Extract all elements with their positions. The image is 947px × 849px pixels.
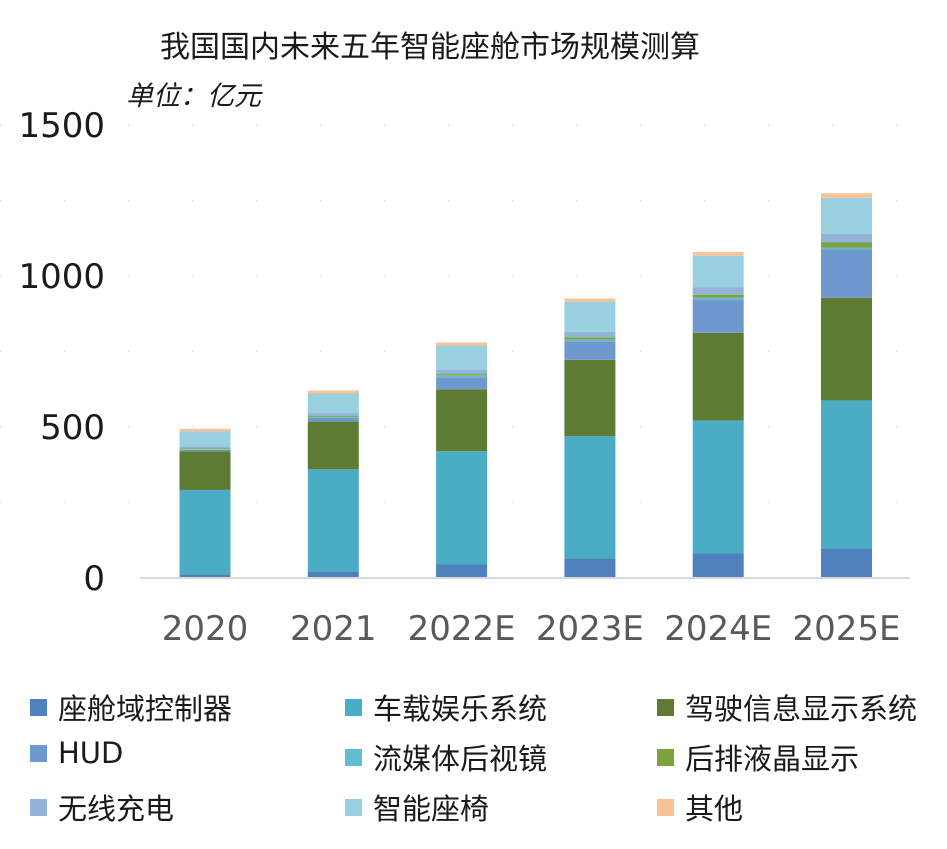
y-axis-ticks: 0 500 1000 1500 (18, 106, 105, 599)
legend-item: 驾驶信息显示系统 (657, 686, 917, 728)
bar-segment (307, 417, 359, 422)
stacked-bar-chart: 0 500 1000 1500 2020 2021 2022E 2023E 2024E 2025… (0, 106, 947, 649)
legend-swatch (30, 744, 47, 762)
bar-segment (436, 374, 488, 376)
bar-segment (307, 417, 359, 418)
legend-label: 智能座椅 (373, 792, 490, 826)
legend-item: 智能座椅 (345, 786, 489, 828)
bar-segment (564, 301, 616, 332)
bar-segment (564, 298, 616, 302)
bar-segment (436, 389, 488, 452)
chart-title: 我国国内未来五年智能座舱市场规模测算 (160, 30, 700, 65)
bar-segment (821, 247, 872, 250)
bar-segment (179, 428, 231, 432)
bar-segment (564, 337, 616, 340)
bar-segment (821, 193, 872, 198)
bar-segment (821, 197, 872, 234)
bar-segment (692, 297, 744, 300)
bar-segment (436, 377, 488, 390)
legend-label: 后排液晶显示 (685, 742, 860, 776)
bar-segment (179, 574, 231, 578)
legend-item: 无线充电 (30, 786, 174, 828)
bar-segment (692, 252, 744, 256)
y-tick-label: 1000 (18, 257, 105, 297)
bar-segment (436, 564, 488, 578)
bar-segment (436, 375, 488, 378)
legend-label: 车载娱乐系统 (373, 692, 548, 726)
bar-segment (692, 255, 744, 288)
legend-label: HUD (58, 736, 124, 770)
legend-label: 流媒体后视镜 (373, 742, 548, 776)
bar-segment (436, 345, 488, 370)
bar-segment (564, 436, 616, 559)
legend-swatch (657, 798, 674, 816)
bar-segment (564, 558, 616, 578)
bar-segment (564, 341, 616, 360)
legend-item: 座舱域控制器 (30, 686, 232, 728)
x-tick-label: 2023E (536, 609, 644, 649)
legend-item: 流媒体后视镜 (345, 736, 547, 778)
y-tick-label: 1500 (18, 106, 105, 146)
legend-label: 驾驶信息显示系统 (685, 692, 918, 726)
legend-item: HUD (30, 736, 123, 770)
bar-segment (307, 421, 359, 470)
bar-segment (692, 299, 744, 333)
legend-swatch (30, 698, 47, 716)
x-tick-label: 2022E (408, 609, 516, 649)
bar-segment (179, 451, 231, 490)
x-tick-label: 2021 (290, 609, 377, 649)
bar-segment (179, 449, 231, 450)
bar-segment (307, 390, 359, 394)
legend-swatch (657, 698, 674, 716)
x-tick-label: 2025E (792, 609, 900, 649)
bar-segment (436, 342, 488, 346)
x-tick-label: 2020 (162, 609, 249, 649)
legend-swatch (345, 798, 362, 816)
bar-segment (436, 451, 488, 565)
legend-label: 座舱域控制器 (58, 692, 233, 726)
bar-segment (564, 360, 616, 437)
bars (179, 193, 872, 578)
legend-swatch (345, 748, 362, 766)
bar-segment (821, 297, 872, 401)
bar-segment (564, 339, 616, 342)
bar-segment (692, 294, 744, 298)
bar-segment (564, 331, 616, 338)
bar-segment (692, 332, 744, 421)
bar-segment (692, 287, 744, 295)
x-tick-label: 2024E (664, 609, 772, 649)
bar-segment (821, 400, 872, 549)
unit-label: 单位：亿元 (126, 81, 261, 112)
bar-segment (821, 548, 872, 578)
legend-swatch (345, 698, 362, 716)
bar-segment (821, 249, 872, 298)
bar-segment (307, 416, 359, 417)
bar-segment (307, 469, 359, 572)
bar-segment (179, 446, 231, 449)
y-tick-label: 0 (83, 559, 105, 599)
bar-segment (821, 234, 872, 243)
legend-item: 后排液晶显示 (657, 736, 859, 778)
bar-segment (179, 448, 231, 450)
bar-segment (307, 572, 359, 578)
bar-segment (692, 553, 744, 578)
bar-segment (692, 420, 744, 554)
legend-swatch (657, 748, 674, 766)
bar-segment (179, 489, 231, 575)
legend-label: 其他 (685, 792, 744, 826)
bar-segment (179, 450, 231, 452)
legend-label: 无线充电 (58, 792, 175, 826)
y-tick-label: 500 (40, 408, 105, 448)
x-axis-ticks: 2020 2021 2022E 2023E 2024E 2025E (162, 609, 901, 649)
bar-segment (179, 431, 231, 447)
bar-segment (821, 242, 872, 248)
bar-segment (307, 413, 359, 417)
legend-item: 其他 (657, 786, 743, 828)
bar-segment (307, 393, 359, 414)
legend-swatch (30, 798, 47, 816)
bar-segment (436, 369, 488, 375)
legend-item: 车载娱乐系统 (345, 686, 547, 728)
